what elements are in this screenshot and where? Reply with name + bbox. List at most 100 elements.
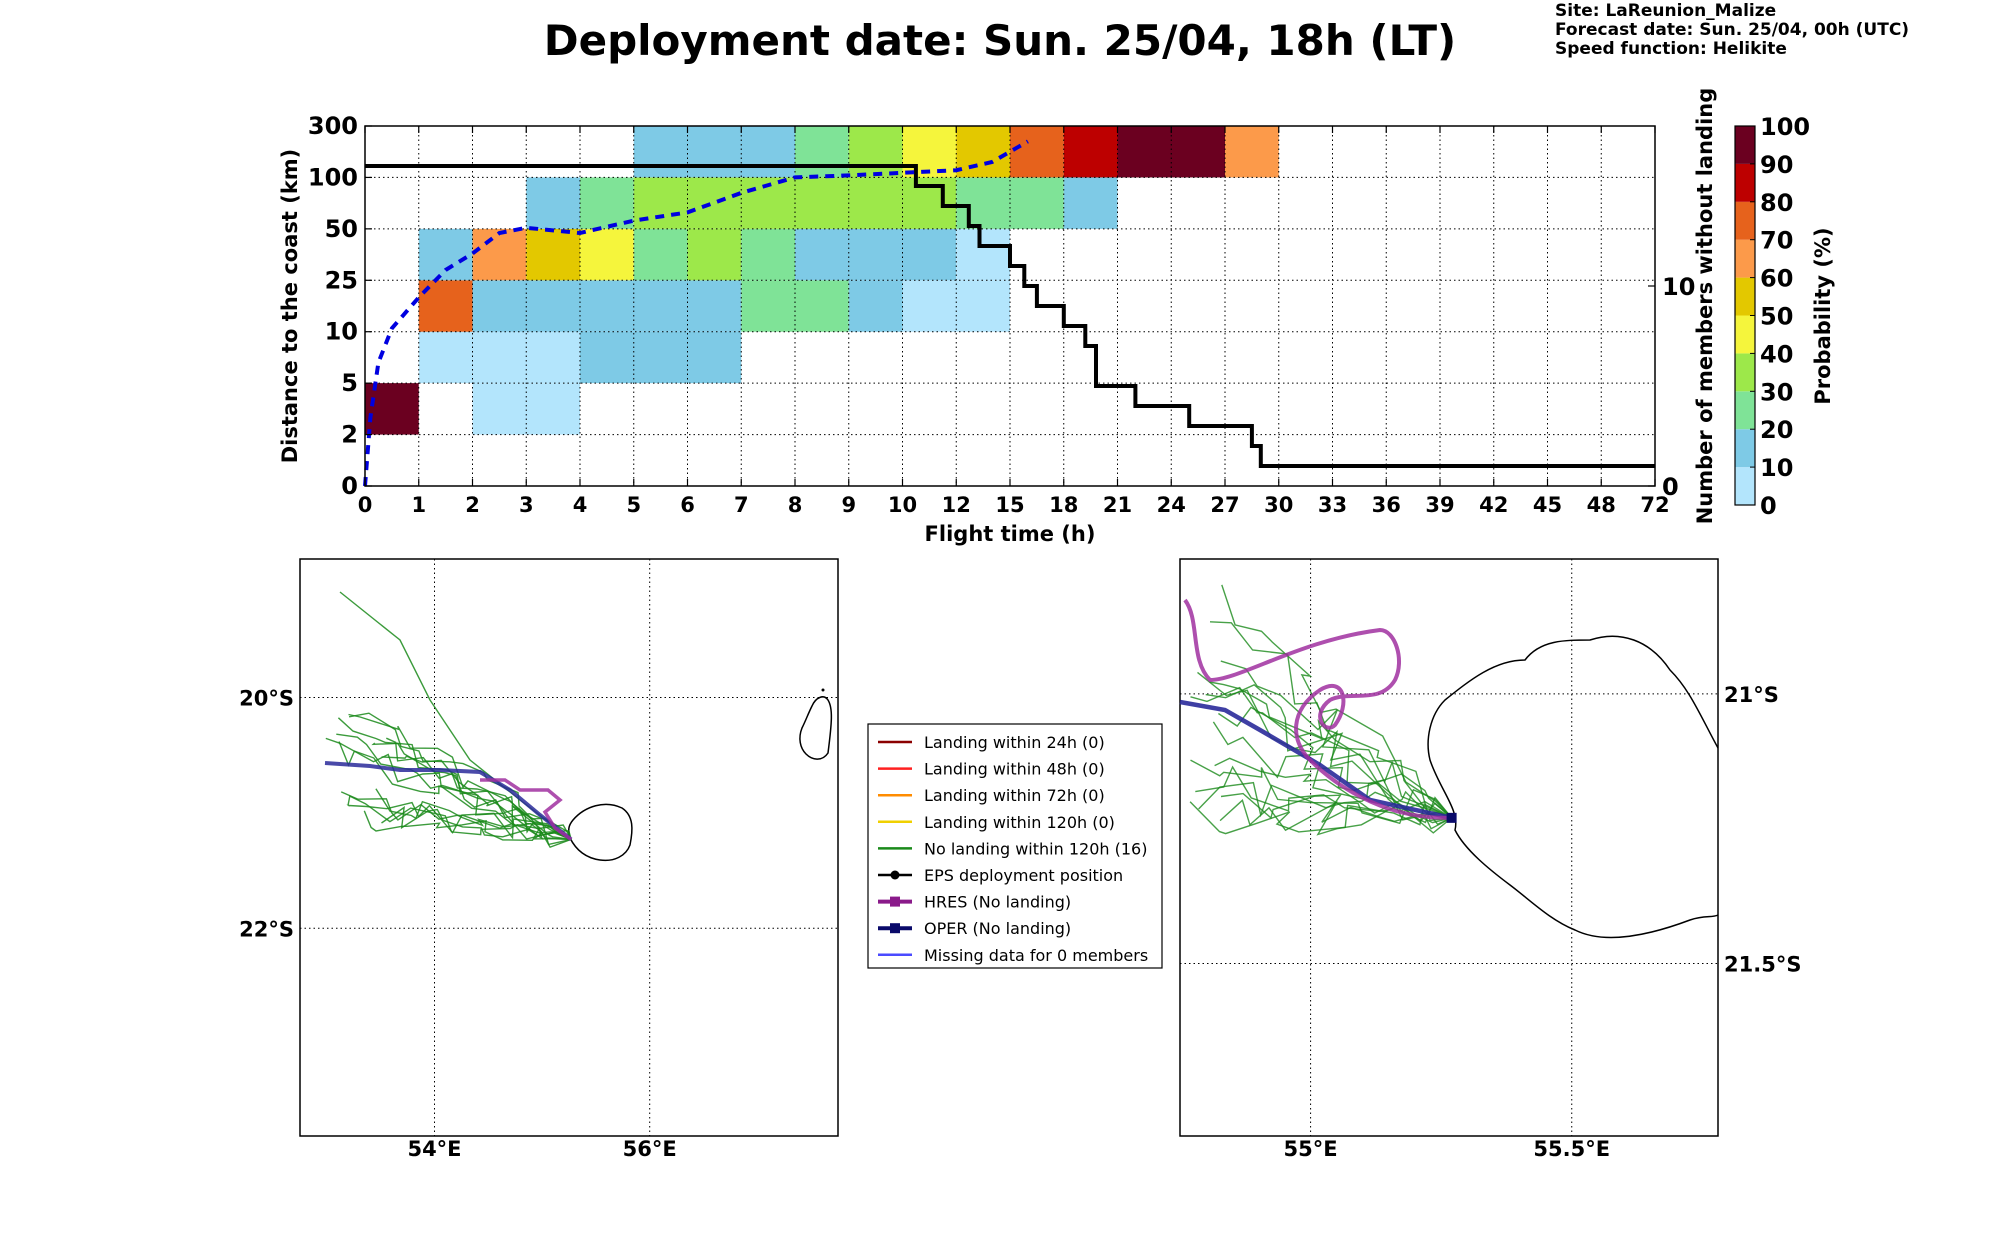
members-without-landing-line [365,164,1655,468]
overview-map: 54°E 56°E 20°S 22°S [239,558,839,1161]
legend-label: Landing within 24h (0) [924,733,1105,752]
x-tick-label: 0 [358,493,373,517]
colorbar-tick-label: 60 [1760,265,1793,293]
legend-box [867,723,1163,969]
colorbar-label: Probability (%) [1811,227,1835,404]
x-tick-label: 33 [1318,493,1347,517]
colorbar-segment [1735,126,1755,164]
probability-cell [418,331,580,384]
x-tick-label: 45 [1533,493,1562,517]
probability-cell [848,280,903,332]
probability-cell [580,331,742,384]
x-tick-label: 18 [1049,493,1078,517]
x-tick-label: 10 [888,493,917,517]
probability-cell [472,383,580,435]
ensemble-trajectory [336,733,572,841]
lon-label: 55°E [1284,1137,1338,1161]
colorbar-tick-label: 20 [1760,416,1793,444]
x-tick-label: 12 [942,493,971,517]
colorbar-tick-label: 80 [1760,189,1793,217]
x-tick-label: 21 [1103,493,1132,517]
probability-cell [633,228,688,281]
y-tick-label: 5 [341,369,358,397]
colorbar-segment [1735,163,1755,202]
legend-marker-square [890,896,900,907]
hres-trajectory [480,778,573,841]
x-tick-label: 15 [995,493,1024,517]
heatmap-lines [363,139,1655,487]
colorbar-segment [1735,429,1755,468]
legend-label: No landing within 120h (16) [924,839,1147,858]
colorbar-segment [1735,467,1755,505]
y-tick-label: 0 [341,472,358,500]
y-tick-label: 25 [325,266,358,294]
probability-cell [526,228,580,281]
lon-label: 54°E [407,1137,461,1161]
hres-trajectory [1183,598,1452,820]
y-tick-label: 300 [308,112,358,140]
lat-label: 22°S [239,917,294,941]
colorbar-segment [1735,353,1755,392]
ensemble-trajectory [381,806,572,840]
lat-label: 20°S [239,686,294,710]
ensemble-trajectory [348,712,572,841]
speed-function-label: Speed function: Helikite [1555,39,1787,59]
probability-cell [795,126,849,178]
legend-label: Landing within 72h (0) [924,786,1105,805]
x-tick-label: 8 [788,493,803,517]
probability-cell [687,228,742,281]
probability-cell [418,228,473,281]
x-tick-label: 39 [1425,493,1454,517]
x-tick-label: 36 [1372,493,1401,517]
ensemble-trajectory [1212,721,1452,821]
colorbar-tick-label: 30 [1760,378,1793,406]
probability-cell [848,126,903,178]
probability-cell [365,383,419,435]
probability-cell [472,280,742,332]
ensemble-trajectory [1190,759,1453,825]
probability-cell [1063,126,1118,178]
x-tick-label: 72 [1640,493,1669,517]
lat-label: 21.5°S [1724,952,1801,976]
zoom-map: 55°E 55.5°E 21°S 21.5°S [1179,558,1801,1161]
x-tick-label: 9 [841,493,856,517]
x-tick-label: 1 [411,493,426,517]
x-tick-label: 24 [1157,493,1186,517]
colorbar: 0 10 20 30 40 50 60 70 80 90 100 [1734,113,1810,520]
probability-cell [633,126,795,178]
x-tick-label: 3 [519,493,534,517]
chart-title: Deployment date: Sun. 25/04, 18h (LT) [543,16,1457,65]
lat-label: 21°S [1724,683,1779,707]
heatmap-ticks: 0 1 2 3 4 5 6 7 8 9 10 12 15 18 21 24 27 30 33 36 39 42 45 48 72… [308,112,1696,517]
overview-map-frame [299,558,839,1137]
ensemble-trajectory [337,717,572,841]
legend-label: Landing within 120h (0) [924,813,1115,832]
colorbar-segment [1735,239,1755,278]
legend-label: HRES (No landing) [924,893,1071,912]
ensemble-trajectory [1190,686,1452,819]
x-tick-label: 5 [626,493,641,517]
probability-cell [741,228,795,281]
oper-trajectory [324,761,573,841]
colorbar-tick-label: 10 [1760,454,1793,482]
colorbar-tick-label: 100 [1760,113,1810,141]
x-tick-label: 6 [680,493,695,517]
x-tick-label: 27 [1210,493,1239,517]
probability-cell [956,126,1010,178]
colorbar-segment [1735,315,1755,354]
probability-cell [1010,126,1064,178]
x-tick-label: 2 [465,493,480,517]
ensemble-trajectory [1209,681,1452,826]
ensemble-trajectory [375,788,572,841]
y-tick-label: 50 [325,215,358,243]
ensemble-trajectory [1209,621,1452,822]
probability-cell [472,228,527,281]
mauritius-coastline [799,696,833,760]
ensemble-trajectory [1220,660,1452,819]
ensemble-trajectory [363,810,572,842]
probability-cell [580,177,634,229]
probability-cell [1225,126,1279,178]
legend-label: Missing data for 0 members [924,946,1148,965]
legend-label: EPS deployment position [924,866,1123,885]
